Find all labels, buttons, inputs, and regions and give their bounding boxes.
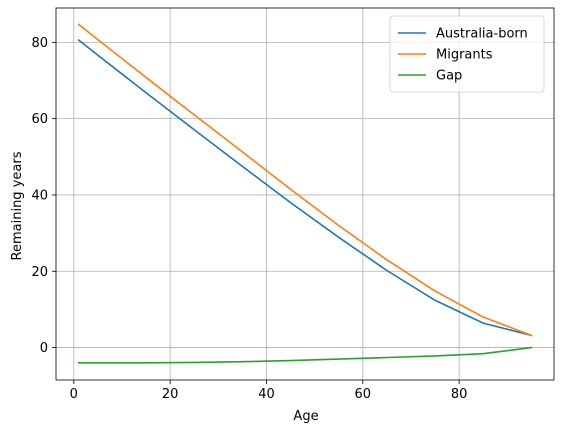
series-lines (77, 23, 533, 364)
legend-label: Gap (436, 69, 462, 84)
x-tick-label: 0 (70, 387, 78, 402)
series-line-migrants (77, 23, 533, 337)
series-line-australia-born (77, 38, 533, 337)
legend-label: Migrants (436, 48, 493, 63)
legend-label: Australia-born (436, 27, 528, 42)
y-axis-label: Remaining years (10, 151, 25, 260)
y-tick-label: 40 (31, 188, 48, 203)
x-tick-label: 80 (451, 387, 468, 402)
axis-ticks: 0 20 40 60 80 0 20 40 60 80 (31, 36, 467, 402)
plot-frame (55, 7, 555, 381)
x-tick-label: 40 (258, 387, 275, 402)
legend-box (389, 15, 545, 93)
x-tick-label: 20 (162, 387, 179, 402)
y-tick-label: 20 (31, 265, 48, 280)
series-line-gap (77, 346, 533, 364)
y-tick-label: 80 (31, 36, 48, 51)
x-axis-label: Age (293, 409, 318, 424)
legend: Australia-born Migrants Gap (389, 15, 545, 93)
y-tick-label: 60 (31, 112, 48, 127)
y-tick-label: 0 (40, 341, 48, 356)
x-tick-label: 60 (355, 387, 372, 402)
